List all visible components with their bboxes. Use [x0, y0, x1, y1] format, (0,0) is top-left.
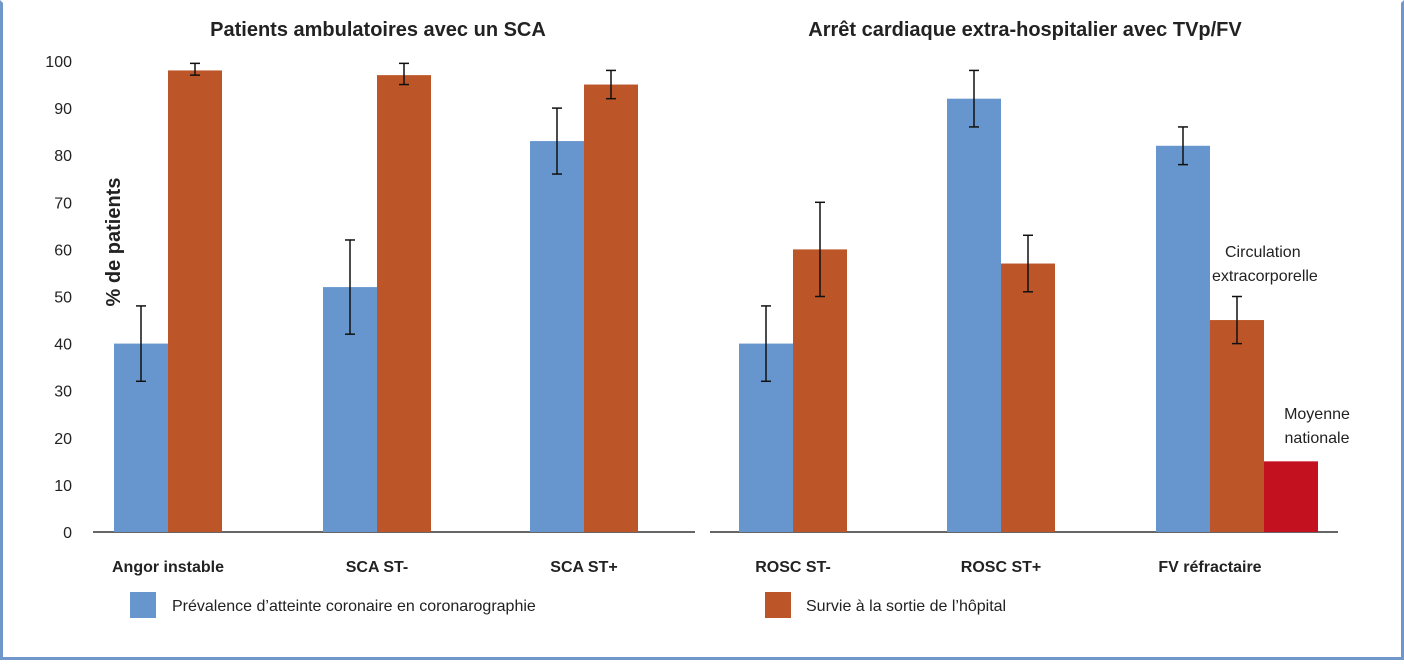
category-label: SCA ST-: [346, 559, 409, 576]
y-tick-label: 100: [45, 54, 72, 71]
category-label: FV réfractaire: [1158, 559, 1261, 576]
annotation-nationale: nationale: [1285, 430, 1350, 447]
bar-survie: [168, 70, 222, 533]
bar-prevalence: [1156, 145, 1210, 532]
bar-prevalence: [530, 141, 584, 532]
y-tick-label: 20: [54, 431, 72, 448]
annotation-circulation: Circulation: [1225, 244, 1301, 261]
bar-prevalence: [947, 98, 1001, 533]
category-label: ROSC ST+: [961, 559, 1041, 576]
y-tick-label: 90: [54, 101, 72, 118]
bar-survie: [584, 84, 638, 533]
y-axis-label: % de patients: [103, 178, 125, 307]
y-tick-label: 0: [63, 525, 72, 542]
category-label: ROSC ST-: [755, 559, 831, 576]
panel-title: Arrêt cardiaque extra-hospitalier avec T…: [808, 19, 1242, 41]
y-tick-label: 80: [54, 148, 72, 165]
y-tick-label: 40: [54, 337, 72, 354]
y-tick-label: 30: [54, 384, 72, 401]
bar-survie: [377, 75, 431, 532]
y-tick-label: 70: [54, 195, 72, 212]
y-tick-label: 10: [54, 478, 72, 495]
legend-swatch-prevalence: [130, 592, 156, 618]
bar-moyenne-nationale: [1264, 461, 1318, 532]
bar-survie: [1001, 263, 1055, 532]
category-label: Angor instable: [112, 559, 224, 576]
bar-survie: [1210, 320, 1264, 532]
legend-swatch-survie: [765, 592, 791, 618]
legend-label-prevalence: Prévalence d’atteinte coronaire en coron…: [172, 598, 536, 615]
y-tick-label: 50: [54, 290, 72, 307]
category-label: SCA ST+: [550, 559, 617, 576]
annotation-extracorporelle: extracorporelle: [1212, 268, 1318, 285]
panel-title: Patients ambulatoires avec un SCA: [210, 19, 546, 41]
y-tick-label: 60: [54, 242, 72, 259]
legend-label-survie: Survie à la sortie de l’hôpital: [806, 598, 1006, 615]
annotation-moyenne: Moyenne: [1284, 406, 1350, 423]
